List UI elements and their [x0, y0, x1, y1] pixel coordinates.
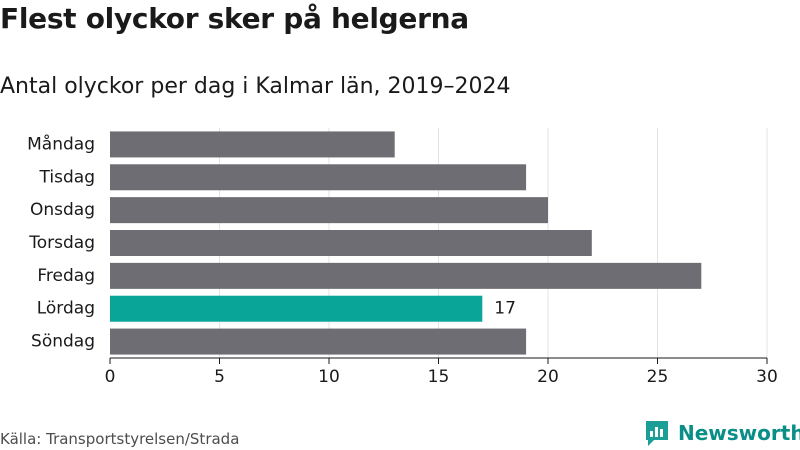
- chart-subtitle: Antal olyckor per dag i Kalmar län, 2019…: [0, 74, 511, 99]
- category-label: Tisdag: [39, 167, 95, 187]
- newsworthy-logo-icon: [646, 421, 668, 446]
- bar: [110, 262, 702, 289]
- brand-name: Newsworthy: [678, 421, 800, 445]
- x-tick-label: 20: [537, 367, 559, 387]
- x-tick-label: 25: [647, 367, 669, 387]
- x-tick-label: 0: [105, 367, 116, 387]
- bar: [110, 295, 483, 322]
- category-label: Torsdag: [28, 233, 95, 253]
- brand-logo: Newsworthy: [644, 419, 800, 447]
- category-label: Måndag: [27, 133, 95, 154]
- category-label: Lördag: [37, 299, 95, 319]
- category-label: Söndag: [31, 332, 95, 352]
- category-label: Fredag: [37, 266, 95, 286]
- x-tick-label: 15: [428, 367, 450, 387]
- source-note: Källa: Transportstyrelsen/Strada: [0, 430, 240, 448]
- x-tick-label: 10: [318, 367, 340, 387]
- x-tick-label: 5: [214, 367, 225, 387]
- bar: [110, 164, 527, 191]
- category-label: Onsdag: [30, 200, 95, 220]
- bar: [110, 328, 527, 355]
- bar: [110, 230, 592, 256]
- data-label: 17: [494, 299, 516, 319]
- x-tick-label: 30: [756, 367, 778, 387]
- bar: [110, 131, 395, 158]
- bar: [110, 197, 548, 224]
- chart-title: Flest olyckor sker på helgerna: [0, 2, 469, 35]
